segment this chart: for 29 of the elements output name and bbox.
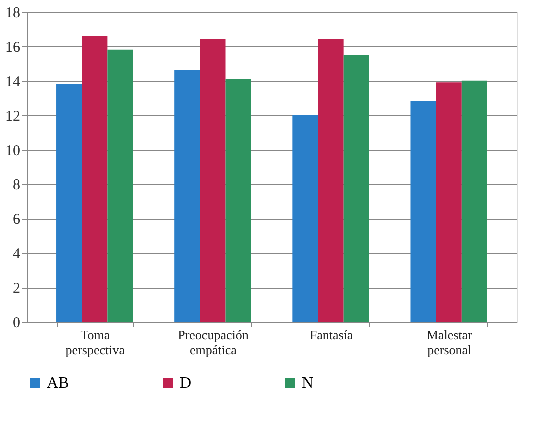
bar — [174, 70, 200, 322]
x-tick-label: Toma perspectiva — [66, 328, 126, 358]
bar — [108, 50, 134, 322]
y-tick-label: 16 — [6, 40, 21, 56]
y-tick-label: 12 — [6, 108, 20, 125]
bar — [292, 115, 318, 322]
bar — [344, 55, 370, 322]
y-tick-label: 18 — [6, 6, 20, 22]
y-tick-label: 4 — [13, 246, 21, 263]
y-tick-label: 0 — [13, 316, 20, 332]
bar — [318, 40, 344, 322]
x-tick-label: Preocupación empática — [178, 328, 250, 358]
bar — [82, 36, 108, 322]
y-tick-label: 2 — [13, 281, 20, 298]
y-tick-label: 10 — [6, 143, 20, 160]
legend-label: AB — [47, 375, 70, 392]
y-tick-label: 6 — [13, 212, 21, 228]
bar — [462, 80, 488, 322]
legend-label: N — [302, 375, 314, 392]
bar — [226, 79, 252, 322]
y-tick-label: 14 — [6, 74, 21, 90]
x-tick-label: Malestar personal — [426, 328, 474, 358]
bar — [436, 82, 462, 322]
bar — [200, 40, 226, 322]
legend-label: D — [180, 375, 192, 392]
bar — [410, 102, 436, 322]
x-tick-label: Fantasía — [310, 328, 354, 342]
y-tick-label: 8 — [13, 178, 20, 194]
bar — [56, 84, 82, 322]
